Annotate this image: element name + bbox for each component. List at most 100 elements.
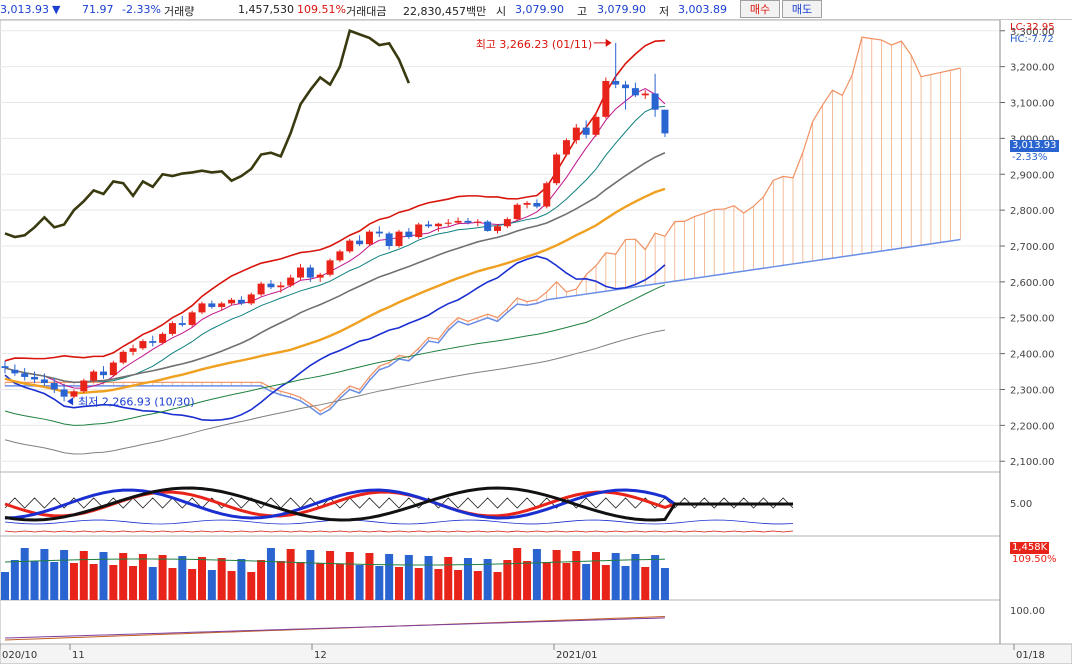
osc-label: 5.00 [1010, 499, 1032, 510]
volume-bar [463, 558, 472, 600]
candle-body [503, 219, 511, 227]
candle-body [237, 299, 245, 304]
candle-body [21, 373, 29, 377]
candle-body [572, 127, 580, 141]
volume-bar [69, 563, 78, 600]
volume-bar [385, 554, 394, 600]
high-arrow-head [605, 38, 612, 47]
price-chart[interactable]: 3,300.00 3,200.00 3,100.00 3,000.00 2,900.00… [0, 20, 1072, 664]
low-label: 저 [659, 5, 670, 18]
candle-body [198, 303, 206, 313]
candle-body [385, 233, 393, 246]
volume-bar [660, 568, 669, 600]
candle-body [444, 222, 452, 224]
volume-bar [355, 565, 364, 600]
bottom-line-2 [4, 617, 665, 639]
volume-bar [148, 567, 157, 600]
candle-body [228, 299, 236, 304]
volume-bar [198, 557, 206, 600]
candle-body [100, 371, 107, 376]
candle-body [543, 183, 551, 207]
volume-bar [266, 548, 275, 600]
volume-bar [217, 558, 226, 600]
volume-bar [227, 571, 236, 600]
candle-body [661, 109, 669, 134]
candle-body [80, 380, 88, 392]
volume-bar [207, 570, 216, 600]
volume-bar [424, 556, 433, 600]
volume-bar [414, 568, 423, 600]
volume-bar [119, 553, 128, 600]
volume-bar [10, 560, 19, 600]
bottom-label: 100.00 [1010, 606, 1045, 617]
candle-body [277, 285, 285, 288]
candle-body [40, 379, 48, 384]
volume-label-box: 1,458K [1010, 542, 1050, 554]
volume-bar [286, 549, 295, 600]
candle-body [533, 202, 541, 207]
down-triangle-icon: ▼ [52, 3, 61, 16]
candle-body [326, 260, 334, 275]
candle-body [90, 371, 98, 381]
x-axis-bar [0, 643, 1072, 664]
candle-body [464, 220, 472, 223]
candle-body [208, 303, 216, 307]
volume-bar [404, 555, 413, 600]
y-tick-label: 2,400.00 [1010, 350, 1055, 361]
volume-bar [454, 570, 463, 600]
volume-bar [158, 555, 167, 600]
volume-bar [434, 569, 443, 600]
volume-bar [326, 551, 335, 600]
amount-label: 거래대금 [346, 5, 387, 18]
hc-label: HC:-7.72 [1010, 34, 1054, 45]
volume-bar [651, 555, 660, 600]
volume-bar [345, 552, 354, 600]
candle-body [287, 277, 295, 286]
candle-body [297, 267, 304, 278]
volume-bar [79, 551, 88, 600]
lc-label: LC:32.95 [1010, 22, 1055, 33]
volume-bar [592, 552, 600, 600]
candle-body [356, 240, 364, 245]
candle-body [336, 251, 344, 261]
open-value: 3,079.90 [515, 3, 564, 16]
low-annotation: 최저 2,266.93 (10/30) [78, 395, 195, 408]
volume-bar [503, 560, 512, 600]
x-label-0118: 01/18 [1016, 650, 1045, 661]
candle-body [159, 333, 167, 343]
volume-value: 1,457,530 [238, 3, 294, 16]
volume-bar [30, 561, 39, 600]
quote-bar: 3,013.93 ▼ 71.97 -2.33% 거래량 1,457,530 10… [0, 0, 1072, 20]
open-label: 시 [496, 5, 507, 18]
candle-body [651, 93, 659, 110]
high-annotation: 최고 3,266.23 (01/11) [476, 38, 593, 51]
y-tick-label: 2,600.00 [1010, 278, 1055, 289]
volume-bar [562, 563, 571, 600]
volume-bar [138, 554, 147, 600]
osc-thick-black [4, 486, 793, 522]
volume-bar [444, 557, 453, 600]
volume-bar [375, 566, 384, 600]
volume-bar [20, 548, 29, 600]
candle-body [60, 389, 68, 397]
volume-bar [178, 556, 187, 600]
high-value: 3,079.90 [597, 3, 646, 16]
volume-bar [1, 572, 9, 600]
candle-body [129, 348, 137, 352]
volume-bar [572, 551, 581, 600]
volume-bar [395, 567, 403, 600]
y-tick-label: 2,100.00 [1010, 457, 1055, 468]
volume-bar [316, 563, 325, 600]
y-tick-label: 2,300.00 [1010, 385, 1055, 396]
sell-button[interactable]: 매도 [782, 0, 822, 18]
candle-body [316, 274, 324, 278]
candle-body [415, 224, 423, 238]
volume-bar [335, 564, 344, 600]
candle-body [149, 341, 157, 343]
volume-bar [276, 561, 285, 600]
candle-body [513, 204, 521, 220]
candle-body [109, 362, 117, 376]
buy-button[interactable]: 매수 [740, 0, 780, 18]
candle-body [582, 127, 590, 135]
volume-bar [621, 566, 630, 600]
